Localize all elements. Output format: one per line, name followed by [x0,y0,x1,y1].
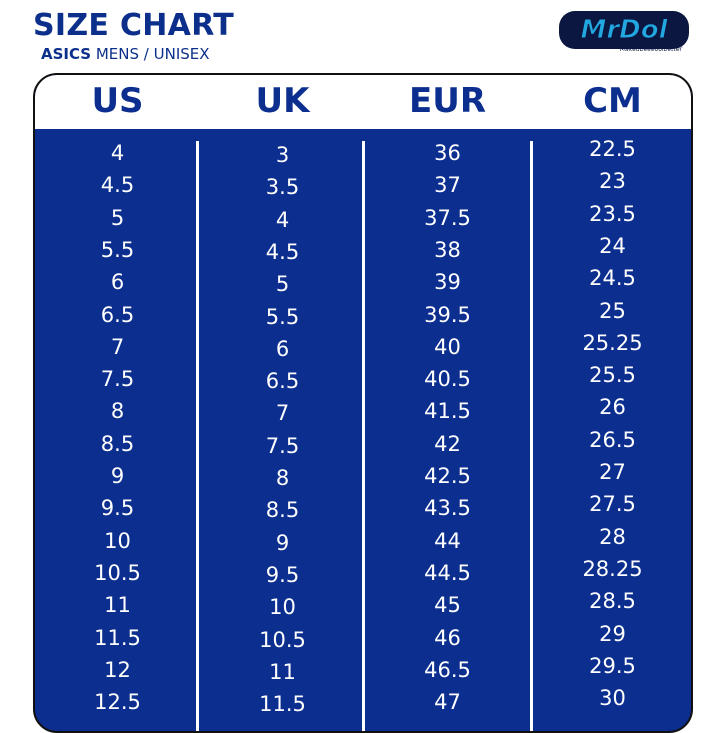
size-value-uk: 4 [275,207,290,232]
size-value-cm: 25 [599,298,626,323]
size-value-uk: 4.5 [265,239,300,264]
size-value-uk: 6 [275,336,290,361]
size-value-cm: 23.5 [589,201,636,226]
size-value-cm: 26 [599,395,626,420]
size-value-cm: 25.25 [582,330,643,355]
size-value-us: 11.5 [94,625,141,650]
size-value-cm: 26.5 [589,427,636,452]
size-value-eur: 36 [434,141,461,165]
size-value-us: 9.5 [100,496,135,521]
size-value-eur: 40.5 [424,367,471,392]
column-heading-cm: CM [583,81,642,121]
size-value-uk: 11.5 [259,692,306,717]
size-value-cm: 24.5 [589,266,636,291]
size-value-us: 4.5 [100,173,135,198]
size-value-eur: 39 [434,270,461,295]
logo-wordmark: MrDol [580,15,668,45]
size-value-uk: 7 [275,401,290,426]
size-value-us: 9 [110,464,125,488]
size-value-eur: 45 [434,593,461,618]
page-subtitle: ASICS MENS / UNISEX [41,45,210,63]
size-value-us: 8.5 [100,431,135,456]
size-value-uk: 5.5 [265,304,300,329]
size-chart-table: US UK EUR CM 4 4.5 5 5.5 6 6.5 7 7.5 8 8.5 9 9.5 10 1… [33,73,693,733]
column-divider [196,141,199,731]
size-value-uk: 7.5 [265,433,300,458]
size-value-cm: 29 [599,621,626,646]
size-value-eur: 39.5 [424,302,471,327]
size-value-us: 5 [110,205,125,230]
size-value-us: 10 [104,528,131,553]
size-value-eur: 37 [434,173,461,198]
table-header: US UK EUR CM [35,75,691,131]
size-value-us: 10.5 [94,560,141,585]
size-value-uk: 8 [275,466,290,490]
size-value-eur: 40 [434,334,461,359]
size-value-eur: 38 [434,237,461,262]
column-divider [362,141,365,731]
size-value-cm: 27.5 [589,492,636,517]
size-value-cm: 28.25 [582,556,643,581]
size-value-us: 12 [104,657,131,682]
size-value-cm: 23 [599,169,626,194]
size-value-cm: 30 [599,686,626,711]
size-value-cm: 28 [599,524,626,549]
column-divider [530,141,533,731]
size-value-us: 4 [110,141,125,165]
size-value-cm: 24 [599,233,626,258]
size-value-eur: 44.5 [424,560,471,585]
size-value-us: 7 [110,334,125,359]
size-value-us: 12.5 [94,690,141,715]
column-heading-eur: EUR [408,81,486,121]
size-value-cm: 27 [599,460,626,484]
size-value-us: 8 [110,399,125,424]
size-value-eur: 37.5 [424,205,471,230]
size-value-eur: 42.5 [424,464,471,488]
size-value-us: 6 [110,270,125,295]
size-value-uk: 3 [275,143,290,167]
size-value-uk: 10 [269,595,296,620]
size-value-cm: 28.5 [589,589,636,614]
column-heading-us: US [91,81,144,121]
size-value-us: 7.5 [100,367,135,392]
size-value-cm: 25.5 [589,363,636,388]
size-value-eur: 42 [434,431,461,456]
size-value-uk: 10.5 [259,627,306,652]
subtitle-category: MENS / UNISEX [91,45,210,63]
size-value-us: 5.5 [100,237,135,262]
brand-name: ASICS [41,45,92,63]
logo-tagline: Makeubeeeoolbetter [620,46,683,53]
size-value-eur: 41.5 [424,399,471,424]
size-value-us: 11 [104,593,131,618]
size-value-uk: 5 [275,272,290,297]
size-value-uk: 9.5 [265,562,300,587]
mrdol-logo: MrDol Makeubeeeoolbetter [559,11,689,53]
size-value-uk: 9 [275,530,290,555]
size-value-eur: 43.5 [424,496,471,521]
size-value-uk: 8.5 [265,498,300,523]
size-value-us: 6.5 [100,302,135,327]
size-value-cm: 29.5 [589,653,636,678]
page-title: SIZE CHART [33,8,235,43]
size-value-cm: 22.5 [589,137,636,161]
size-value-eur: 46 [434,625,461,650]
size-value-eur: 44 [434,528,461,553]
size-value-uk: 3.5 [265,175,300,200]
size-value-eur: 46.5 [424,657,471,682]
size-value-eur: 47 [434,690,461,715]
size-value-uk: 11 [269,659,296,684]
column-heading-uk: UK [255,81,310,121]
size-value-uk: 6.5 [265,369,300,394]
